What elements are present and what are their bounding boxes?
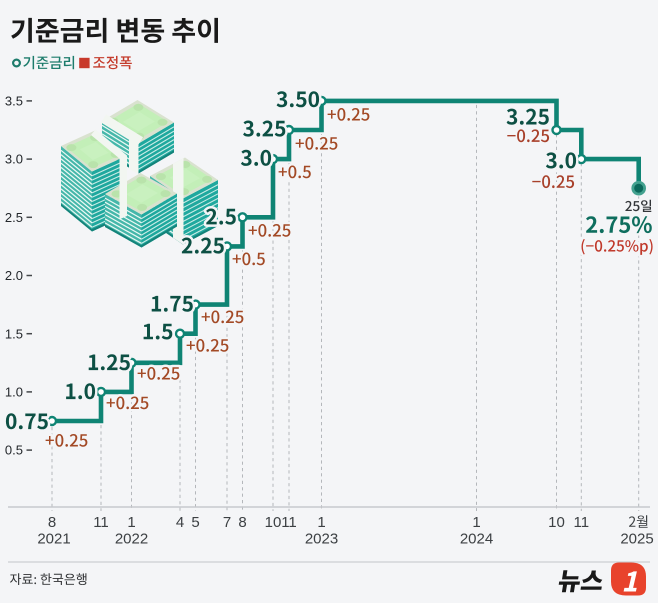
svg-text:11: 11 — [281, 514, 297, 531]
svg-text:4: 4 — [176, 514, 184, 531]
svg-text:3.5: 3.5 — [5, 94, 23, 109]
svg-text:2025: 2025 — [620, 531, 653, 548]
svg-text:1.5: 1.5 — [5, 326, 23, 341]
svg-text:1.0: 1.0 — [5, 385, 23, 400]
svg-text:8: 8 — [238, 514, 246, 531]
svg-text:2.5: 2.5 — [5, 210, 23, 225]
svg-text:1: 1 — [317, 514, 325, 531]
svg-text:2.0: 2.0 — [5, 268, 23, 283]
svg-text:3.0: 3.0 — [5, 152, 23, 167]
svg-text:10: 10 — [548, 514, 565, 531]
svg-text:10: 10 — [265, 514, 282, 531]
svg-text:11: 11 — [574, 514, 590, 531]
svg-text:11: 11 — [93, 514, 109, 531]
svg-text:2024: 2024 — [460, 531, 493, 548]
svg-text:2023: 2023 — [305, 531, 338, 548]
svg-text:1: 1 — [472, 514, 480, 531]
svg-text:5: 5 — [191, 514, 199, 531]
svg-text:2022: 2022 — [115, 531, 148, 548]
svg-text:7: 7 — [223, 514, 231, 531]
svg-text:2021: 2021 — [37, 531, 70, 548]
svg-text:0.5: 0.5 — [5, 443, 23, 458]
svg-text:1: 1 — [127, 514, 135, 531]
svg-text:8: 8 — [48, 514, 56, 531]
